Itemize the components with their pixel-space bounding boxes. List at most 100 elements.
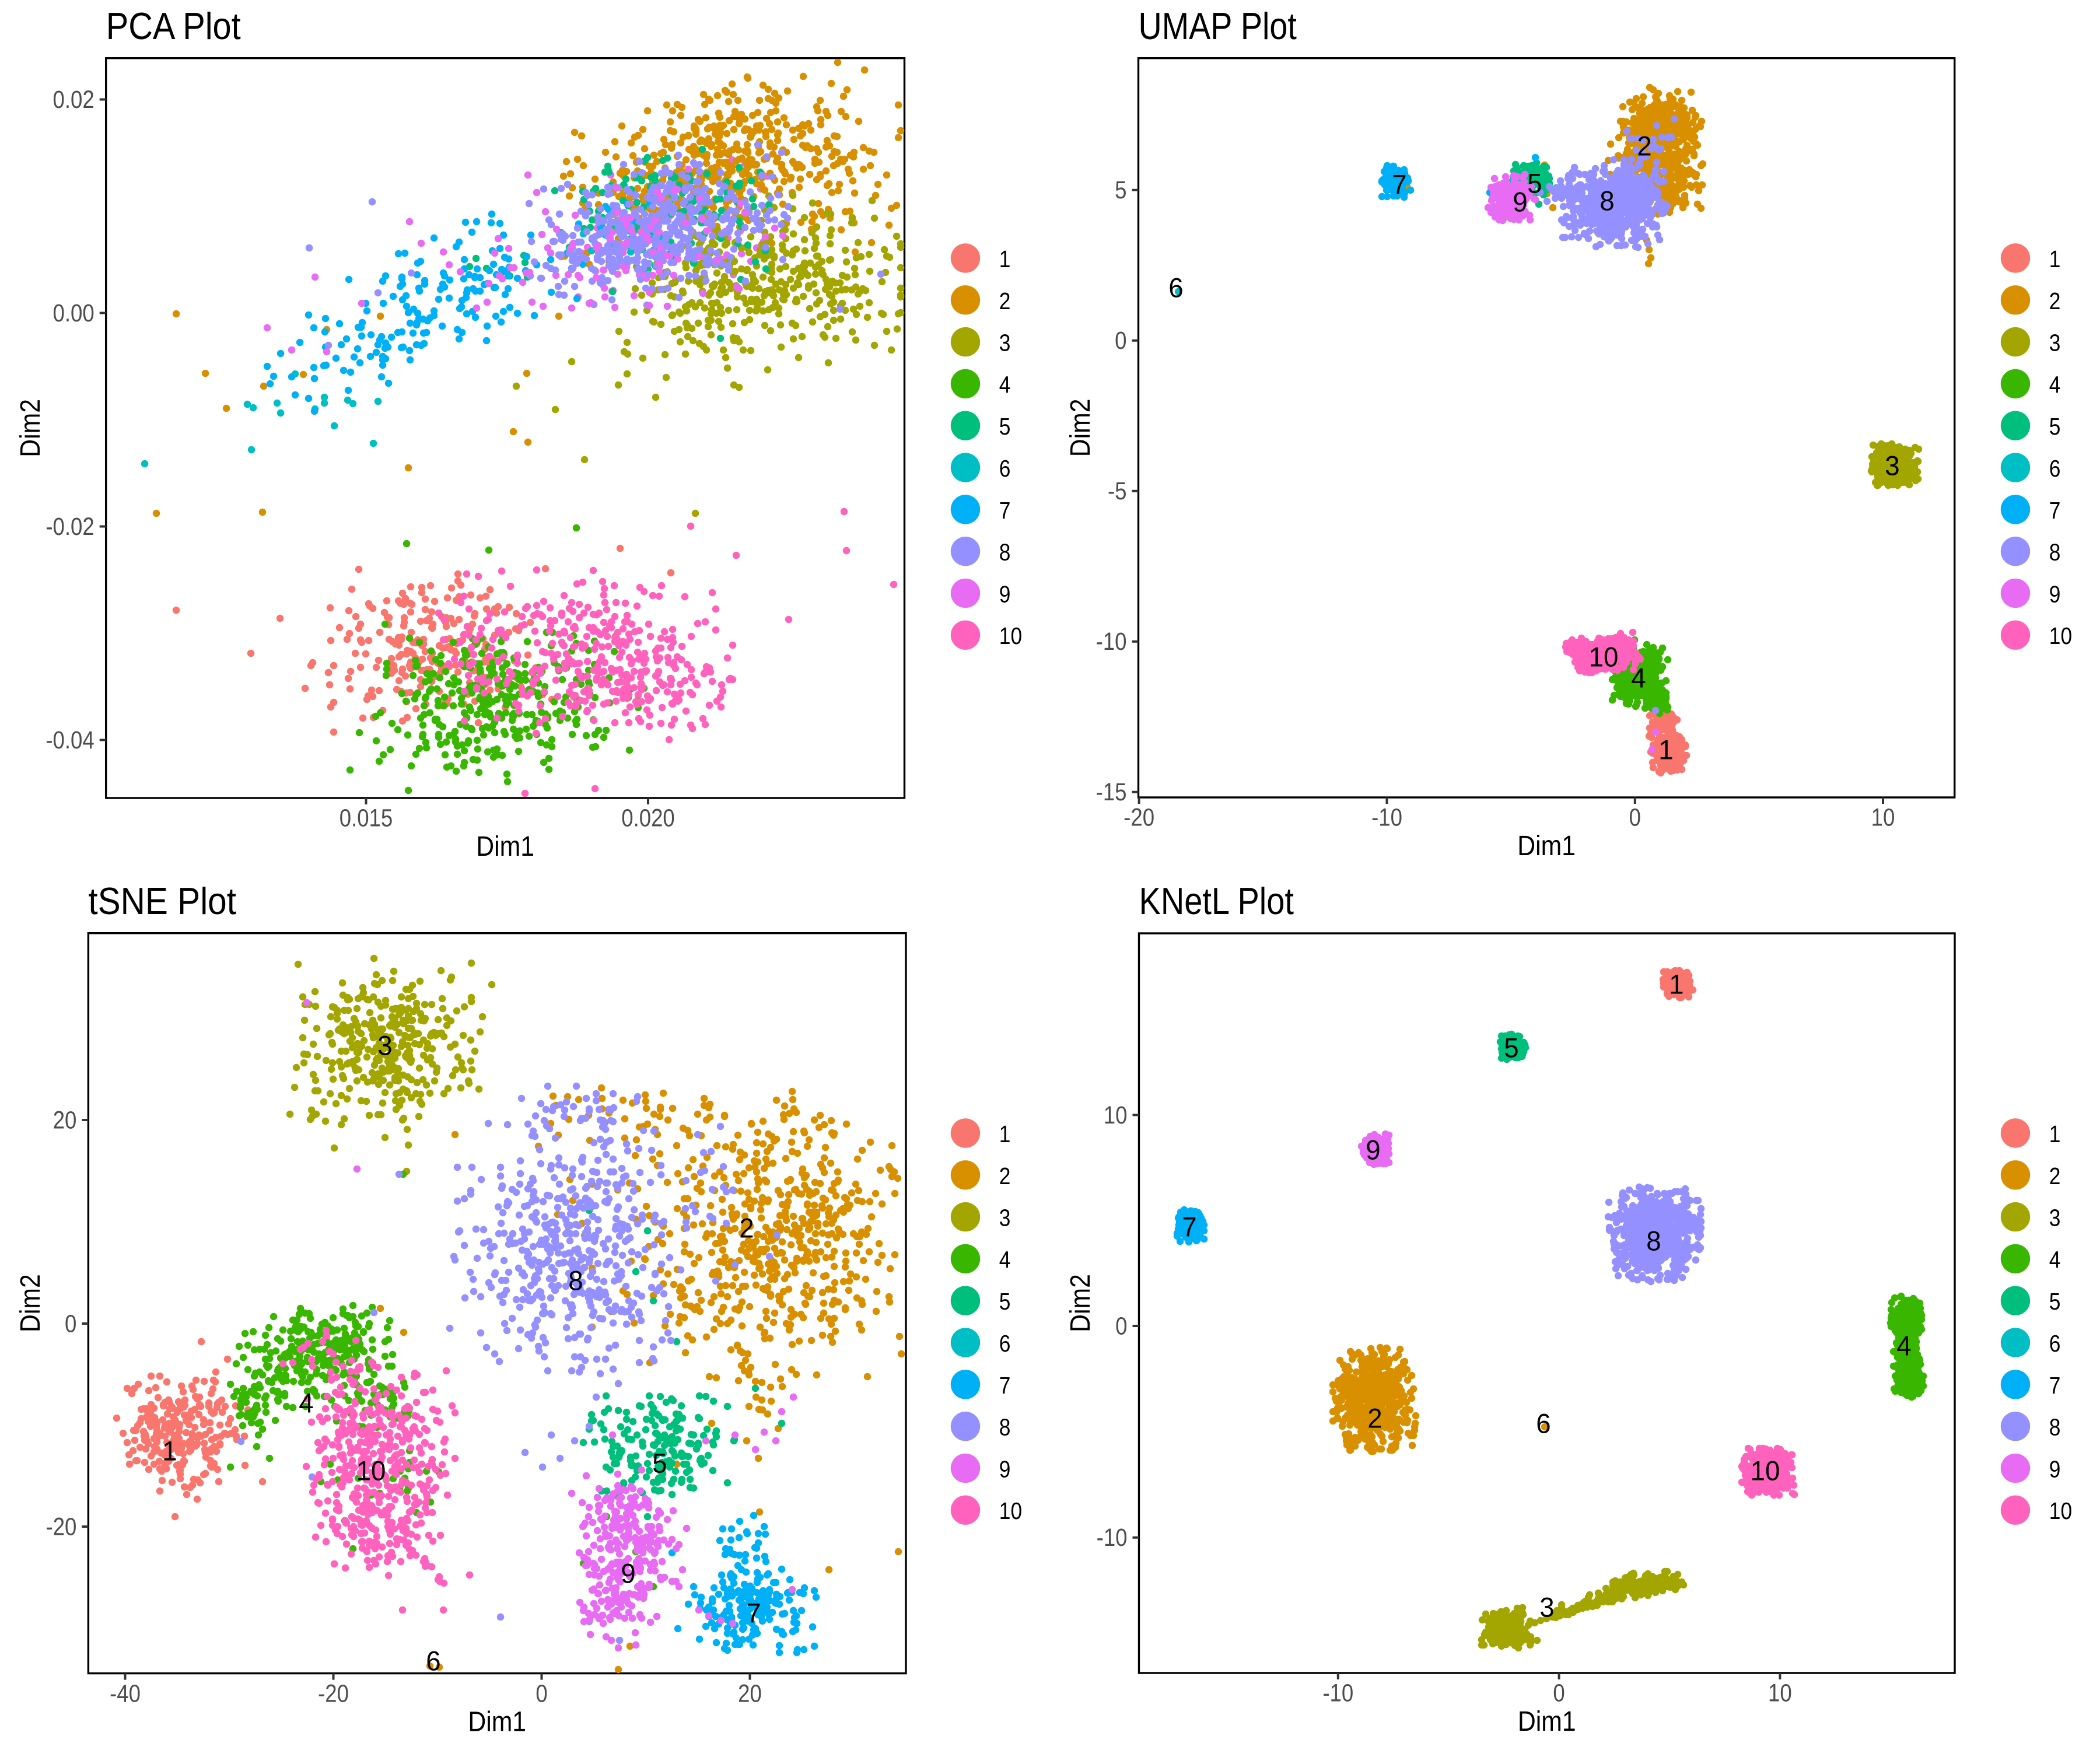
svg-text:8: 8 [2049,540,2061,566]
svg-text:4: 4 [1896,1331,1911,1362]
svg-text:8: 8 [999,1415,1011,1441]
svg-text:5: 5 [2049,1289,2061,1315]
svg-text:-0.02: -0.02 [46,513,94,541]
svg-text:7: 7 [1182,1212,1196,1242]
svg-text:-10: -10 [1097,1524,1128,1552]
svg-text:0.015: 0.015 [340,804,393,832]
svg-text:1: 1 [999,1122,1011,1148]
svg-text:10: 10 [1871,804,1895,831]
svg-text:6: 6 [1536,1408,1550,1439]
svg-text:Dim2: Dim2 [1065,398,1096,457]
svg-text:5: 5 [1115,177,1126,204]
svg-text:10: 10 [999,624,1022,650]
svg-text:2: 2 [2049,1164,2061,1190]
svg-text:-20: -20 [1124,804,1154,831]
svg-text:6: 6 [999,1331,1011,1357]
svg-text:Dim2: Dim2 [15,1274,46,1332]
svg-text:10: 10 [1751,1455,1780,1486]
svg-text:2: 2 [999,1164,1011,1190]
svg-text:UMAP Plot: UMAP Plot [1139,5,1297,47]
svg-text:-0.04: -0.04 [46,727,94,754]
svg-text:6: 6 [2049,1331,2061,1357]
svg-text:1: 1 [1658,734,1673,765]
svg-text:4: 4 [2049,1247,2061,1273]
svg-text:8: 8 [1646,1226,1661,1256]
svg-text:9: 9 [999,582,1011,608]
svg-text:2: 2 [1367,1403,1382,1434]
svg-text:7: 7 [999,1373,1011,1399]
svg-text:8: 8 [568,1265,583,1296]
svg-text:2: 2 [2049,289,2061,315]
svg-text:10: 10 [1589,642,1619,673]
svg-text:0.020: 0.020 [621,804,675,832]
svg-text:3: 3 [2049,330,2061,356]
svg-text:7: 7 [2049,1373,2061,1399]
svg-text:9: 9 [999,1457,1011,1483]
svg-text:5: 5 [652,1448,667,1479]
svg-text:Dim2: Dim2 [1065,1274,1096,1332]
svg-text:2: 2 [739,1213,754,1244]
svg-text:10: 10 [1768,1679,1792,1707]
svg-text:0.02: 0.02 [53,86,94,114]
svg-text:7: 7 [746,1598,761,1629]
svg-text:10: 10 [2049,1499,2072,1525]
svg-text:8: 8 [999,540,1011,566]
svg-text:3: 3 [377,1030,392,1061]
svg-text:3: 3 [999,1205,1011,1231]
svg-text:-10: -10 [1322,1679,1353,1707]
svg-text:3: 3 [1539,1592,1554,1623]
svg-text:-20: -20 [318,1680,349,1707]
svg-text:PCA Plot: PCA Plot [106,5,241,48]
svg-text:9: 9 [621,1558,635,1589]
svg-text:4: 4 [299,1388,313,1419]
svg-text:5: 5 [1504,1032,1518,1063]
svg-text:5: 5 [1527,168,1542,199]
svg-text:10: 10 [1104,1101,1128,1129]
svg-text:1: 1 [2049,1122,2061,1148]
svg-text:6: 6 [999,456,1011,482]
svg-text:8: 8 [1600,186,1614,216]
svg-text:Dim1: Dim1 [468,1706,526,1737]
svg-text:0.00: 0.00 [53,300,94,327]
svg-text:-10: -10 [1096,628,1127,656]
svg-text:-5: -5 [1108,478,1127,505]
svg-text:7: 7 [999,498,1011,524]
svg-text:-40: -40 [110,1680,141,1707]
svg-text:3: 3 [2049,1205,2061,1231]
svg-text:10: 10 [999,1499,1022,1525]
svg-text:9: 9 [1366,1135,1380,1166]
svg-text:KNetL Plot: KNetL Plot [1139,880,1294,922]
svg-text:1: 1 [162,1436,177,1466]
svg-text:20: 20 [53,1107,77,1134]
svg-text:0: 0 [1115,1312,1127,1340]
svg-text:Dim1: Dim1 [476,831,534,862]
svg-text:9: 9 [1513,187,1527,218]
svg-text:7: 7 [2049,498,2061,524]
svg-text:8: 8 [2049,1415,2061,1441]
svg-text:6: 6 [426,1646,440,1676]
svg-text:6: 6 [1168,272,1183,303]
svg-text:3: 3 [999,330,1011,356]
svg-text:tSNE Plot: tSNE Plot [88,880,236,923]
svg-text:Dim2: Dim2 [15,399,46,457]
svg-text:20: 20 [738,1680,762,1707]
svg-text:Dim1: Dim1 [1518,1706,1576,1737]
svg-text:1: 1 [999,247,1011,273]
svg-text:9: 9 [2049,582,2061,608]
svg-text:1: 1 [2049,247,2061,273]
svg-text:0: 0 [1553,1679,1564,1707]
svg-text:5: 5 [999,1289,1011,1315]
svg-text:0: 0 [536,1680,547,1707]
svg-text:5: 5 [2049,414,2061,440]
svg-text:6: 6 [2049,456,2061,482]
svg-text:7: 7 [1392,169,1406,200]
svg-text:10: 10 [356,1455,386,1486]
svg-text:Dim1: Dim1 [1517,830,1576,862]
svg-text:9: 9 [2049,1457,2061,1483]
svg-text:2: 2 [999,289,1011,315]
svg-text:4: 4 [1631,663,1646,694]
svg-text:4: 4 [999,372,1011,398]
svg-text:1: 1 [1669,969,1684,1000]
svg-text:5: 5 [999,414,1011,440]
svg-text:0: 0 [1115,327,1126,355]
